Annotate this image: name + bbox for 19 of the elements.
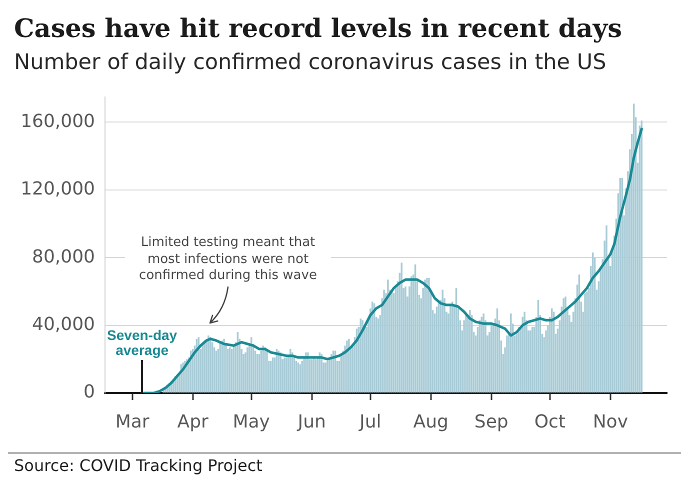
x-tick-label: Sep (474, 411, 508, 432)
y-tick-label: 0 (84, 382, 95, 403)
x-tick-label: May (232, 411, 270, 432)
x-tick-label: Jun (296, 411, 326, 432)
y-tick-label: 120,000 (20, 178, 95, 200)
y-tick-label: 40,000 (32, 314, 95, 335)
y-tick-label: 80,000 (32, 246, 95, 268)
x-tick-label: Jul (358, 411, 382, 432)
x-tick-label: Mar (115, 411, 150, 432)
y-tick-label: 160,000 (20, 110, 95, 132)
chart-title: Cases have hit record levels in recent days (14, 13, 622, 45)
annotation: Limited testing meant that most infections were not confirmed during this wave (125, 235, 331, 284)
chart-subtitle: Number of daily confirmed coronavirus cases in the US (14, 50, 606, 75)
x-tick-label: Oct (534, 411, 566, 432)
x-tick-label: Aug (413, 411, 448, 432)
series-label: Seven-day average (107, 327, 178, 358)
x-tick-label: Nov (592, 411, 628, 432)
x-tick-label: Apr (177, 411, 209, 432)
source-note: Source: COVID Tracking Project (14, 456, 262, 475)
